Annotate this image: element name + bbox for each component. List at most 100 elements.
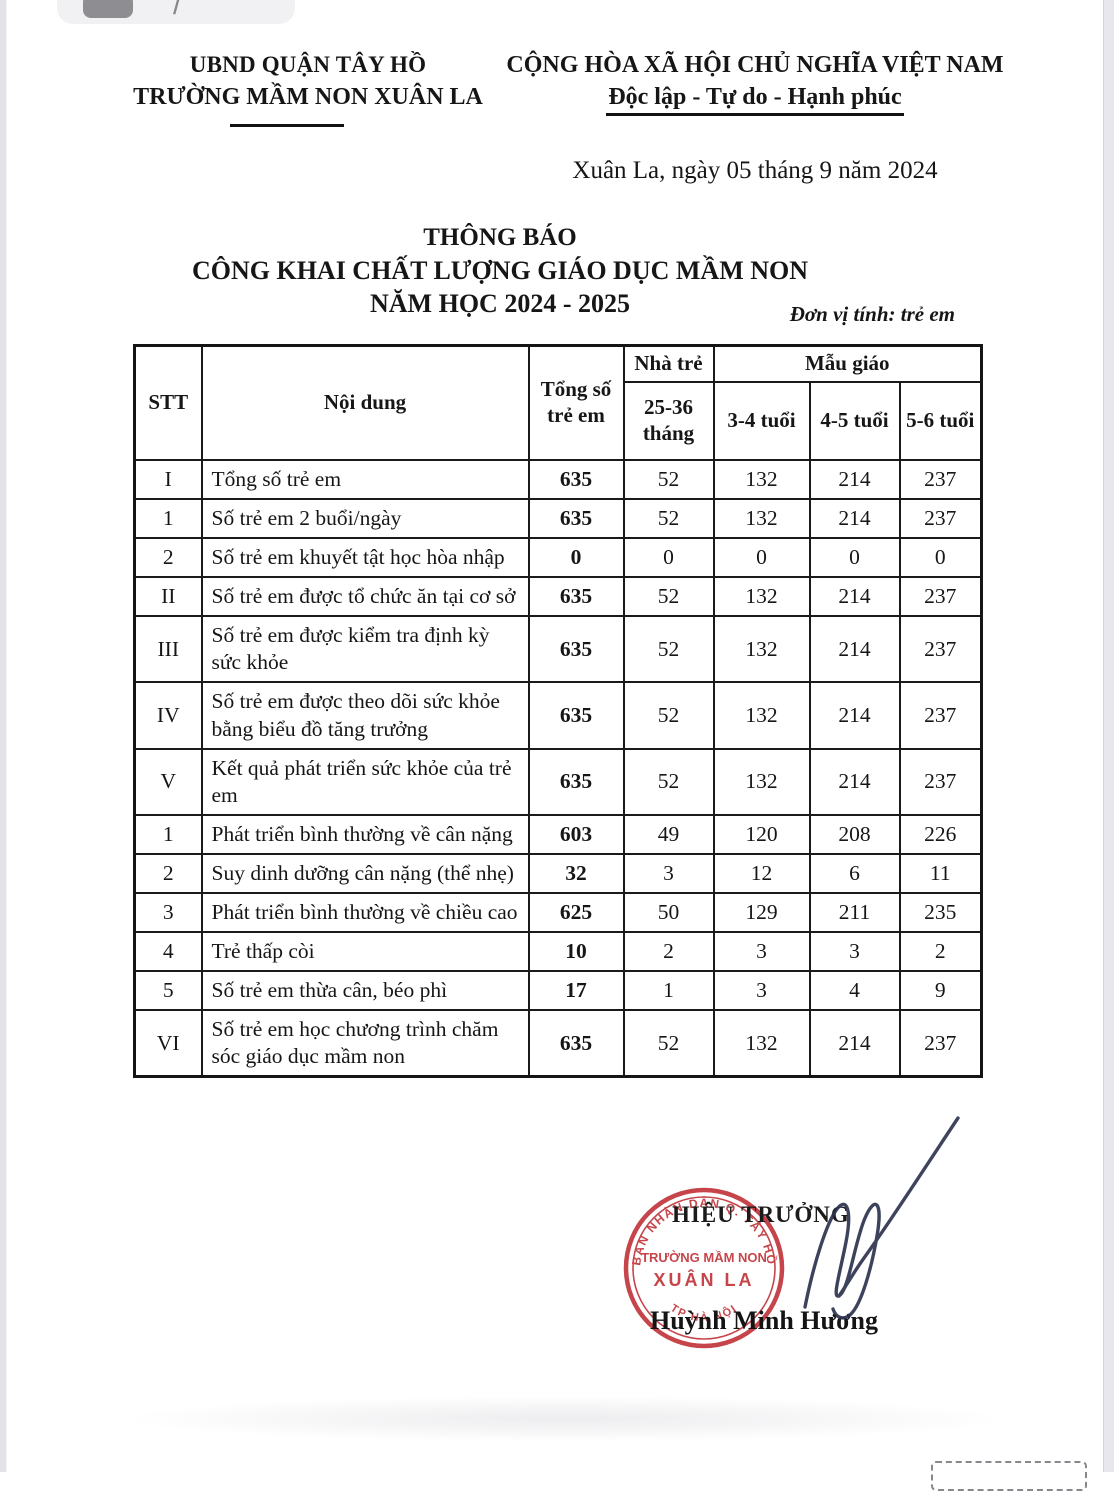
row-value: 52: [622, 747, 715, 816]
group-header-maugiao: Mẫu giáo: [712, 344, 983, 383]
row-value: 52: [622, 615, 715, 684]
table-row: I Tổng số trẻ em 635 52 132 214 237: [133, 458, 983, 501]
row-index: I: [133, 458, 203, 501]
row-label: Số trẻ em học chương trình chăm sóc giáo…: [200, 1009, 530, 1078]
table-row: 2 Suy dinh dưỡng cân nặng (thể nhẹ) 32 3 12 6…: [133, 852, 983, 894]
org-underline: [230, 124, 344, 127]
row-value: 132: [712, 498, 811, 540]
row-value: 4: [808, 970, 901, 1012]
row-index: VI: [133, 1009, 203, 1078]
row-label: Kết quả phát triển sức khỏe của trẻ em: [200, 747, 530, 816]
row-value: 635: [527, 615, 625, 684]
row-value: 3: [712, 970, 811, 1012]
row-value: 237: [898, 615, 983, 684]
row-index: II: [133, 576, 203, 618]
row-value: 12: [712, 852, 811, 894]
stamp-place-line: XUÂN LA: [654, 1269, 755, 1290]
row-value: 635: [527, 498, 625, 540]
org-name: TRƯỜNG MẦM NON XUÂN LA: [133, 84, 483, 110]
row-value: 635: [527, 681, 625, 750]
row-value: 52: [622, 498, 715, 540]
row-value: 214: [808, 458, 901, 501]
row-value: 237: [898, 498, 983, 540]
row-index: 5: [133, 970, 203, 1012]
row-value: 208: [808, 813, 901, 855]
row-value: 214: [808, 1009, 901, 1078]
title-line-3: NĂM HỌC 2024 - 2025: [370, 289, 630, 319]
toolbar-separator: /: [173, 0, 182, 21]
row-label: Phát triển bình thường về cân nặng: [200, 813, 530, 855]
col-header-tongso: Tổng số trẻ em: [527, 344, 625, 461]
table-row: 1 Số trẻ em 2 buổi/ngày 635 52 132 214 237: [133, 498, 983, 540]
table-row: III Số trẻ em được kiểm tra định kỳ sức k…: [133, 615, 983, 684]
row-value: 237: [898, 458, 983, 501]
row-value: 214: [808, 498, 901, 540]
page-bottom-shadow: [120, 1396, 1010, 1442]
document-title: THÔNG BÁO CÔNG KHAI CHẤT LƯỢNG GIÁO DỤC …: [150, 222, 850, 321]
row-value: 32: [527, 852, 625, 894]
signer-role: HIỆU TRƯỞNG: [672, 1202, 850, 1227]
row-value: 635: [527, 458, 625, 501]
signer-name: Huỳnh Minh Hương: [650, 1306, 878, 1335]
unit-note: Đơn vị tính: trẻ em: [789, 302, 955, 326]
row-value: 0: [808, 537, 901, 579]
row-value: 214: [808, 576, 901, 618]
row-value: 635: [527, 1009, 625, 1078]
table-row: II Số trẻ em được tổ chức ăn tại cơ sở 635…: [133, 576, 983, 618]
row-index: 2: [133, 537, 203, 579]
row-value: 132: [712, 615, 811, 684]
row-index: III: [133, 615, 203, 684]
row-value: 11: [898, 852, 983, 894]
table-row: 5 Số trẻ em thừa cân, béo phì 17 1 3 4 9: [133, 970, 983, 1012]
row-index: IV: [133, 681, 203, 750]
col-header-56: 5-6 tuổi: [898, 381, 983, 461]
row-value: 49: [622, 813, 715, 855]
title-line-1: THÔNG BÁO: [423, 224, 577, 251]
table-row: 1 Phát triển bình thường về cân nặng 603 49…: [133, 813, 983, 855]
row-label: Trẻ thấp còi: [200, 931, 530, 973]
row-label: Số trẻ em 2 buổi/ngày: [200, 498, 530, 540]
table-row: 2 Số trẻ em khuyết tật học hòa nhập 0 0 0 0 0: [133, 537, 983, 579]
row-label: Suy dinh dưỡng cân nặng (thể nhẹ): [200, 852, 530, 894]
row-value: 603: [527, 813, 625, 855]
group-header-nhatre: Nhà trẻ: [622, 344, 715, 383]
row-value: 0: [712, 537, 811, 579]
toolbar-button-icon[interactable]: [83, 0, 133, 18]
row-value: 211: [808, 891, 901, 934]
row-value: 0: [622, 537, 715, 579]
row-value: 52: [622, 681, 715, 750]
row-value: 226: [898, 813, 983, 855]
row-index: 4: [133, 931, 203, 973]
motto-line: Độc lập - Tự do - Hạnh phúc: [606, 84, 904, 116]
row-value: 237: [898, 681, 983, 750]
page-left-edge: [0, 0, 7, 1472]
row-value: 129: [712, 891, 811, 934]
row-value: 214: [808, 747, 901, 816]
org-parent: UBND QUẬN TÂY HỒ: [189, 52, 427, 77]
col-header-45: 4-5 tuổi: [808, 381, 901, 461]
country-line: CỘNG HÒA XÃ HỘI CHỦ NGHĨA VIỆT NAM: [506, 52, 1004, 78]
row-value: 214: [808, 615, 901, 684]
row-value: 635: [527, 747, 625, 816]
scrollbar-track[interactable]: [1103, 0, 1114, 1472]
table-row: IV Số trẻ em được theo dõi sức khỏe bằng …: [133, 681, 983, 750]
official-stamp: BAN NHÂN DÂN Q. TÂY HỒ TP HÀ NỘI TRƯỜNG …: [623, 1187, 785, 1349]
data-table: STT Nội dung Tổng số trẻ em Nhà trẻ Mẫu …: [133, 344, 984, 1079]
row-label: Số trẻ em được kiểm tra định kỳ sức khỏe: [200, 615, 530, 684]
row-value: 237: [898, 576, 983, 618]
issuing-org-block: UBND QUẬN TÂY HỒ TRƯỜNG MẦM NON XUÂN LA: [132, 52, 484, 111]
row-value: 17: [527, 970, 625, 1012]
row-value: 52: [622, 576, 715, 618]
row-index: 1: [133, 498, 203, 540]
row-value: 6: [808, 852, 901, 894]
viewer-toolbar: /: [57, 0, 295, 24]
row-label: Số trẻ em được tổ chức ăn tại cơ sở: [200, 576, 530, 618]
col-header-stt: STT: [133, 344, 203, 461]
focus-outline-control[interactable]: [931, 1461, 1087, 1491]
row-value: 52: [622, 1009, 715, 1078]
national-motto-block: CỘNG HÒA XÃ HỘI CHỦ NGHĨA VIỆT NAM Độc l…: [497, 52, 1013, 116]
row-value: 120: [712, 813, 811, 855]
row-value: 132: [712, 1009, 811, 1078]
row-value: 235: [898, 891, 983, 934]
row-index: 3: [133, 891, 203, 934]
